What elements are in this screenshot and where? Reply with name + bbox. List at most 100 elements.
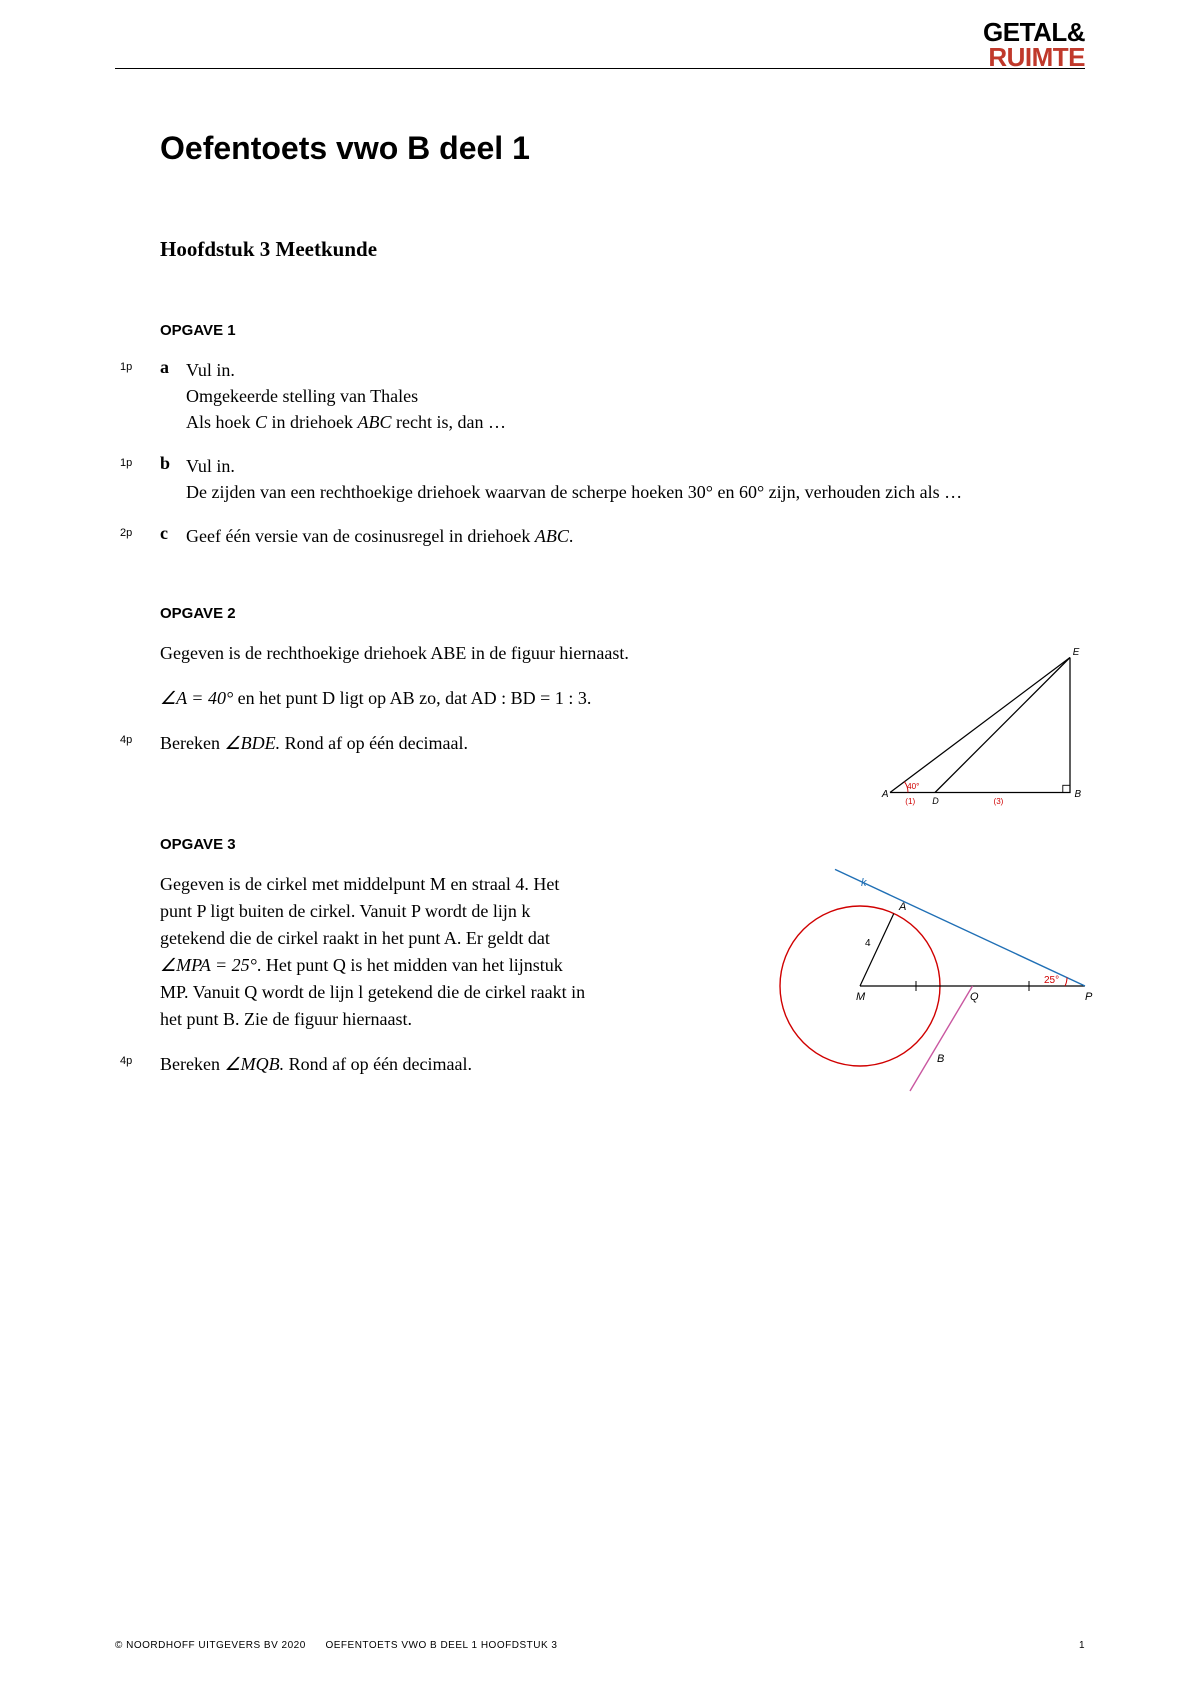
brand-logo: GETAL& RUIMTE <box>983 20 1085 69</box>
q1b-letter: b <box>160 453 186 474</box>
q1c-t3: . <box>569 526 574 546</box>
footer-center: OEFENTOETS VWO B DEEL 1 HOOFDSTUK 3 <box>325 1640 557 1651</box>
q3-i2c: wordt de lijn <box>420 901 521 921</box>
q2-c3: ligt op <box>335 688 390 708</box>
chapter-heading: Hoofdstuk 3 Meetkunde <box>160 237 1085 262</box>
footer-left: © NOORDHOFF UITGEVERS BV 2020 <box>115 1640 306 1651</box>
q2-angle: ∠A = 40° <box>160 688 233 708</box>
fig3-angle: 25° <box>1044 975 1059 986</box>
q2-i1a: Gegeven is de rechthoekige driehoek <box>160 643 430 663</box>
page-title: Oefentoets vwo B deel 1 <box>160 130 1085 167</box>
q1a-l3a: Als hoek <box>186 412 255 432</box>
fig2-B: B <box>1075 789 1082 800</box>
q3-i2a: Vanuit <box>360 901 412 921</box>
q2-points: 4p <box>120 730 160 746</box>
q1a-line2: Omgekeerde stelling van Thales <box>186 386 418 406</box>
q3-i3b: Q <box>333 955 346 975</box>
q3-i1d: P <box>197 901 206 921</box>
q1a: 1p a Vul in. Omgekeerde stelling van Tha… <box>160 357 1085 435</box>
fig3-B: B <box>937 1053 944 1065</box>
q1b: 1p b Vul in. De zijden van een rechthoek… <box>160 453 1085 505</box>
q1b-body: Vul in. De zijden van een rechthoekige d… <box>186 453 1085 505</box>
figure-circle: 25° M A B Q P k 4 <box>765 866 1095 1096</box>
exercise-2: OPGAVE 2 Gegeven is de rechthoekige drie… <box>160 605 1085 756</box>
q2-t1: Bereken <box>160 733 224 753</box>
q3-i2b: P <box>411 901 420 921</box>
q2-c5: zo, dat <box>415 688 471 708</box>
fig2-seg3: (3) <box>994 797 1004 806</box>
page: GETAL& RUIMTE Oefentoets vwo B deel 1 Ho… <box>0 0 1200 1696</box>
header-divider <box>115 68 1085 69</box>
q1a-l3d: ABC <box>358 412 392 432</box>
footer-copyright: © NOORDHOFF UITGEVERS BV 2020 OEFENTOETS… <box>115 1640 557 1651</box>
fig2-angle: 40° <box>907 781 919 790</box>
page-footer: © NOORDHOFF UITGEVERS BV 2020 OEFENTOETS… <box>115 1640 1085 1651</box>
q1c-letter: c <box>160 523 186 544</box>
q3-i1e: ligt buiten de cirkel. <box>206 901 355 921</box>
q3-i4g: . Zie de figuur hiernaast. <box>235 1009 412 1029</box>
q2-c2: D <box>322 688 335 708</box>
logo-line1: GETAL& <box>983 20 1085 45</box>
q2-intro2: ∠A = 40° en het punt D ligt op AB zo, da… <box>160 685 650 712</box>
q3-i3a: Het punt <box>266 955 333 975</box>
q3-i2i: . <box>257 955 262 975</box>
q1c-t2: ABC <box>535 526 569 546</box>
fig2-seg1: (1) <box>905 797 915 806</box>
q3-i2h: ∠MPA = 25° <box>160 955 257 975</box>
content-area: Oefentoets vwo B deel 1 Hoofdstuk 3 Meet… <box>160 130 1085 1157</box>
q3-i2d: k <box>521 901 530 921</box>
q3-intro: Gegeven is de cirkel met middelpunt M en… <box>160 871 590 1033</box>
q1a-l3e: recht is, dan … <box>392 412 506 432</box>
q2-t2: ∠BDE. <box>224 733 280 753</box>
q1c-body: Geef één versie van de cosinusregel in d… <box>186 523 1085 549</box>
q3-i1a: Gegeven is de cirkel met middelpunt <box>160 874 430 894</box>
q1b-line1: Vul in. <box>186 456 235 476</box>
exercise-1: OPGAVE 1 1p a Vul in. Omgekeerde stellin… <box>160 322 1085 550</box>
q3-points: 4p <box>120 1051 160 1067</box>
exercise-3: OPGAVE 3 Gegeven is de cirkel met middel… <box>160 836 1085 1077</box>
q3-i2g: . Er geldt dat <box>457 928 550 948</box>
q3-i4a: Vanuit <box>193 982 245 1002</box>
fig3-k: k <box>861 877 867 889</box>
q1a-body: Vul in. Omgekeerde stelling van Thales A… <box>186 357 1085 435</box>
q3-t2: ∠MQB. <box>224 1054 284 1074</box>
q2-i1c: in de figuur hiernaast. <box>466 643 628 663</box>
fig3-A: A <box>898 901 906 913</box>
q3-i1b: M <box>430 874 446 894</box>
exercise-3-label: OPGAVE 3 <box>160 836 1085 853</box>
q1c-points: 2p <box>120 523 160 539</box>
q1c: 2p c Geef één versie van de cosinusregel… <box>160 523 1085 549</box>
q3-i2e: getekend die de cirkel raakt in het punt <box>160 928 444 948</box>
figure-triangle: 40° A B E D (1) (3) <box>865 635 1095 815</box>
q1a-points: 1p <box>120 357 160 373</box>
q1b-points: 1p <box>120 453 160 469</box>
q3-i3e: . <box>184 982 189 1002</box>
q3-i3c: is het midden van het lijnstuk <box>346 955 563 975</box>
q3-i2f: A <box>444 928 457 948</box>
q1a-letter: a <box>160 357 186 378</box>
logo-line2: RUIMTE <box>983 45 1085 70</box>
q2-intro1: Gegeven is de rechthoekige driehoek ABE … <box>160 640 650 667</box>
exercise-1-label: OPGAVE 1 <box>160 322 1085 339</box>
q2-i1b: ABE <box>430 643 466 663</box>
q3-i4b: Q <box>244 982 257 1002</box>
q3-t3: Rond af op één decimaal. <box>284 1054 472 1074</box>
q1a-line1: Vul in. <box>186 360 235 380</box>
q3-i4f: B <box>223 1009 235 1029</box>
q2-c6: AD : BD = 1 : 3. <box>471 688 592 708</box>
fig2-E: E <box>1073 646 1080 657</box>
fig2-D: D <box>932 796 939 806</box>
q2-c4: AB <box>390 688 415 708</box>
fig3-Q: Q <box>970 991 979 1003</box>
q2-c1: en het punt <box>233 688 322 708</box>
q3-t1: Bereken <box>160 1054 224 1074</box>
footer-pagenum: 1 <box>1079 1640 1085 1651</box>
q1a-l3b: C <box>255 412 267 432</box>
fig3-P: P <box>1085 991 1093 1003</box>
fig3-r: 4 <box>865 938 871 949</box>
q1c-t1: Geef één versie van de cosinusregel in d… <box>186 526 535 546</box>
fig2-A: A <box>881 789 889 800</box>
fig3-M: M <box>856 991 866 1003</box>
q2-t3: Rond af op één decimaal. <box>280 733 468 753</box>
exercise-2-label: OPGAVE 2 <box>160 605 1085 622</box>
